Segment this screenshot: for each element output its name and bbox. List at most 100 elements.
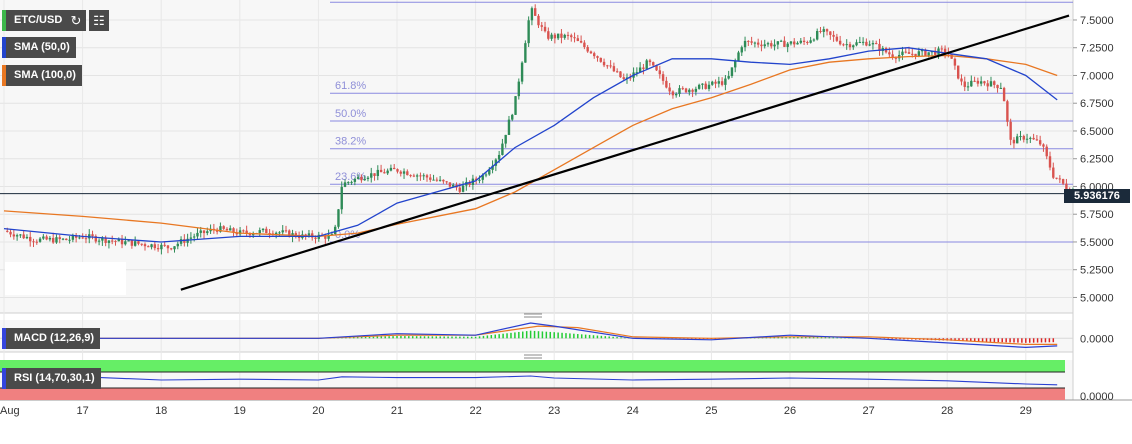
candle-up [176,243,179,247]
candle-up [422,175,425,177]
candle-down [1045,146,1048,157]
x-tick-label: 17 [76,405,88,417]
price-tick-label: 6.5000 [1080,126,1114,138]
candle-up [743,40,747,48]
pane-splitter-1[interactable] [524,313,542,318]
price-tick-label: 6.2500 [1080,154,1114,166]
sma50-line [3,47,1058,243]
candle-up [730,67,734,77]
candle-up [501,143,504,155]
candle-up [740,47,743,53]
candle-down [442,179,445,182]
price-pane [0,0,1073,313]
candle-up [432,179,435,181]
candle-down [1065,183,1068,190]
candle-up [966,86,970,88]
candle-down [956,65,960,79]
candle-down [409,175,412,177]
candle-down [756,42,760,45]
candle-down [183,239,186,243]
candle-down [924,49,927,56]
rsi-oversold-zone [0,388,1065,400]
candle-down [222,226,225,229]
x-tick-label: 23 [548,405,560,417]
candle-down [111,240,114,242]
candle-down [891,54,894,58]
sma50-legend[interactable]: SMA (50,0) [2,37,76,58]
macd-legend[interactable]: MACD (12,26,9) [2,328,101,349]
candle-down [720,81,724,85]
candle-up [48,237,52,240]
candle-down [383,172,386,174]
candle-down [760,44,763,47]
candle-up [133,241,137,246]
candle-down [104,237,107,243]
candle-down [311,233,314,238]
candle-down [671,91,675,96]
candle-down [593,53,596,57]
candle-up [206,231,209,234]
candle-down [586,47,589,52]
candle-down [658,70,662,75]
candle-up [527,20,530,44]
candle-up [179,239,183,244]
candle-up [366,177,370,180]
candle-down [143,244,147,247]
candle-up [350,181,353,183]
calendar-icon: ☷ [93,13,105,28]
calendar-button[interactable]: ☷ [89,10,109,31]
candle-up [219,226,222,232]
candle-down [704,83,707,89]
sma100-legend[interactable]: SMA (100,0) [2,65,82,86]
price-tick-label: 7.0000 [1080,70,1114,82]
candle-up [481,175,484,180]
candle-down [596,56,599,58]
candle-down [6,230,9,232]
candle-down [435,179,439,181]
candle-down [993,81,996,85]
candle-up [343,182,347,187]
last-price-value: 5.936176 [1074,190,1120,202]
candle-down [412,175,416,177]
candle-down [1006,101,1009,122]
candle-down [225,228,229,231]
candle-down [406,171,409,176]
candle-down [684,88,688,93]
candle-up [19,234,22,236]
candle-up [252,233,255,236]
candle-up [347,182,350,184]
candle-up [386,170,389,174]
candle-up [858,42,862,44]
candle-up [734,60,737,68]
macd-label: MACD (12,26,9) [14,332,95,344]
candle-up [520,62,524,82]
candle-down [832,34,835,37]
candle-up [68,239,71,241]
candle-down [1035,139,1039,141]
refresh-button[interactable]: ↻ [66,10,86,31]
candle-down [1048,156,1052,168]
symbol-badge[interactable]: ETC/USD [2,10,69,31]
pane-splitter-2[interactable] [524,354,542,359]
candle-down [147,246,150,248]
candle-down [648,60,652,63]
rsi-legend[interactable]: RSI (14,70,30,1) [2,368,101,389]
candle-down [324,235,327,239]
candle-up [38,238,42,242]
candle-up [711,81,714,85]
candle-up [717,81,721,84]
rsi-line [3,375,1058,386]
candle-up [461,185,465,192]
candle-up [701,83,704,85]
candle-down [22,234,25,239]
candle-down [1058,178,1062,180]
candle-down [1012,139,1016,144]
candle-up [363,179,366,181]
candle-up [514,96,517,115]
candle-up [25,236,29,239]
candle-down [770,43,773,47]
macd-signal-line [4,325,1058,345]
fib-level-label: 100.0% [335,0,373,1]
candle-up [258,230,261,234]
